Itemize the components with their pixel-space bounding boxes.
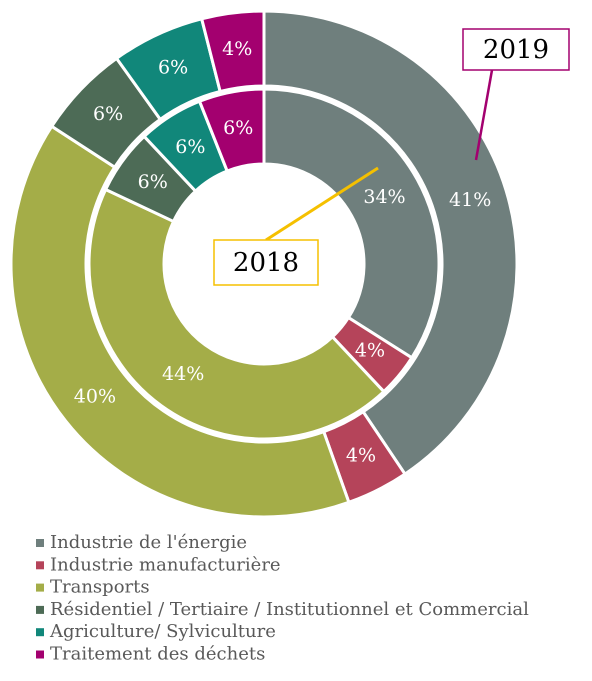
data-label: 4% — [355, 340, 385, 362]
legend-swatch — [36, 583, 44, 592]
data-label: 6% — [175, 136, 205, 158]
legend-swatch — [36, 539, 44, 547]
annotation-box — [462, 28, 570, 71]
legend-swatch — [36, 561, 44, 570]
donut-slice — [87, 187, 386, 441]
donut-slice — [199, 9, 266, 94]
data-label: 6% — [223, 117, 253, 139]
legend-label: Industrie manufacturière — [50, 554, 281, 575]
data-label: 6% — [93, 103, 123, 125]
data-label: 6% — [158, 57, 188, 79]
data-label: 34% — [363, 186, 405, 208]
data-label: 6% — [138, 171, 168, 193]
legend-swatch — [36, 605, 44, 614]
donut-slice — [262, 9, 519, 477]
legend-swatch — [36, 650, 44, 659]
donut-slice — [197, 87, 266, 173]
legend-label: Agriculture/ Sylviculture — [49, 621, 276, 642]
legend-swatch — [36, 628, 44, 637]
data-label: 41% — [449, 189, 491, 211]
data-label: 4% — [222, 38, 252, 60]
data-label: 4% — [346, 444, 376, 466]
donut-slice — [9, 124, 351, 519]
legend-label: Transports — [50, 577, 150, 598]
data-label: 44% — [162, 363, 204, 385]
legend-label: Industrie de l'énergie — [50, 532, 247, 553]
annotation-text: 2018 — [233, 248, 299, 278]
legend-label: Résidentiel / Tertiaire / Institutionnel… — [50, 599, 529, 620]
annotation-box — [213, 239, 319, 286]
data-label: 40% — [74, 386, 116, 408]
annotation-text: 2019 — [483, 35, 549, 65]
legend-label: Traitement des déchets — [50, 644, 265, 665]
annotation-leader — [474, 69, 494, 161]
donut-slice — [262, 87, 441, 360]
annotation-leader — [265, 166, 379, 242]
